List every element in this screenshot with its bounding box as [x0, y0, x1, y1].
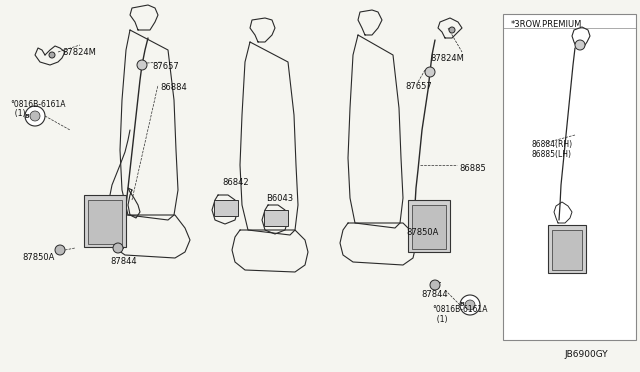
Circle shape	[30, 111, 40, 121]
Bar	[408, 200, 450, 252]
Text: 87850A: 87850A	[22, 253, 54, 262]
Text: °0816B-6161A: °0816B-6161A	[10, 100, 65, 109]
Text: (1): (1)	[10, 109, 26, 118]
Text: (1): (1)	[432, 315, 447, 324]
Text: 86842: 86842	[222, 178, 248, 187]
Circle shape	[449, 27, 455, 33]
Text: 87850A: 87850A	[406, 228, 438, 237]
Text: B: B	[24, 113, 29, 119]
Circle shape	[113, 243, 123, 253]
Bar	[214, 200, 238, 216]
Text: B: B	[460, 302, 465, 308]
Text: 86884(RH): 86884(RH)	[531, 140, 572, 149]
Text: B6043: B6043	[266, 194, 293, 203]
Circle shape	[55, 245, 65, 255]
Circle shape	[137, 60, 147, 70]
Text: JB6900GY: JB6900GY	[564, 350, 607, 359]
Text: *3ROW.PREMIUM: *3ROW.PREMIUM	[511, 20, 582, 29]
Text: 87844: 87844	[110, 257, 136, 266]
Text: 86885: 86885	[459, 164, 486, 173]
Circle shape	[575, 40, 585, 50]
Text: °0816B-6161A: °0816B-6161A	[432, 305, 488, 314]
Circle shape	[425, 67, 435, 77]
Bar	[552, 230, 582, 270]
Circle shape	[430, 280, 440, 290]
Circle shape	[460, 295, 480, 315]
Text: 87657: 87657	[152, 62, 179, 71]
Text: 87657: 87657	[405, 82, 432, 91]
Bar	[412, 205, 446, 249]
Bar	[548, 225, 586, 273]
Bar	[88, 200, 122, 244]
Text: 87824M: 87824M	[62, 48, 96, 57]
Text: 87824M: 87824M	[430, 54, 464, 63]
Text: 87844: 87844	[421, 290, 447, 299]
Bar	[264, 210, 288, 226]
Circle shape	[465, 300, 475, 310]
Circle shape	[25, 106, 45, 126]
Text: 86885(LH): 86885(LH)	[531, 150, 571, 159]
Bar	[84, 195, 126, 247]
Text: 86884: 86884	[160, 83, 187, 92]
Circle shape	[49, 52, 55, 58]
Bar	[503, 14, 636, 340]
